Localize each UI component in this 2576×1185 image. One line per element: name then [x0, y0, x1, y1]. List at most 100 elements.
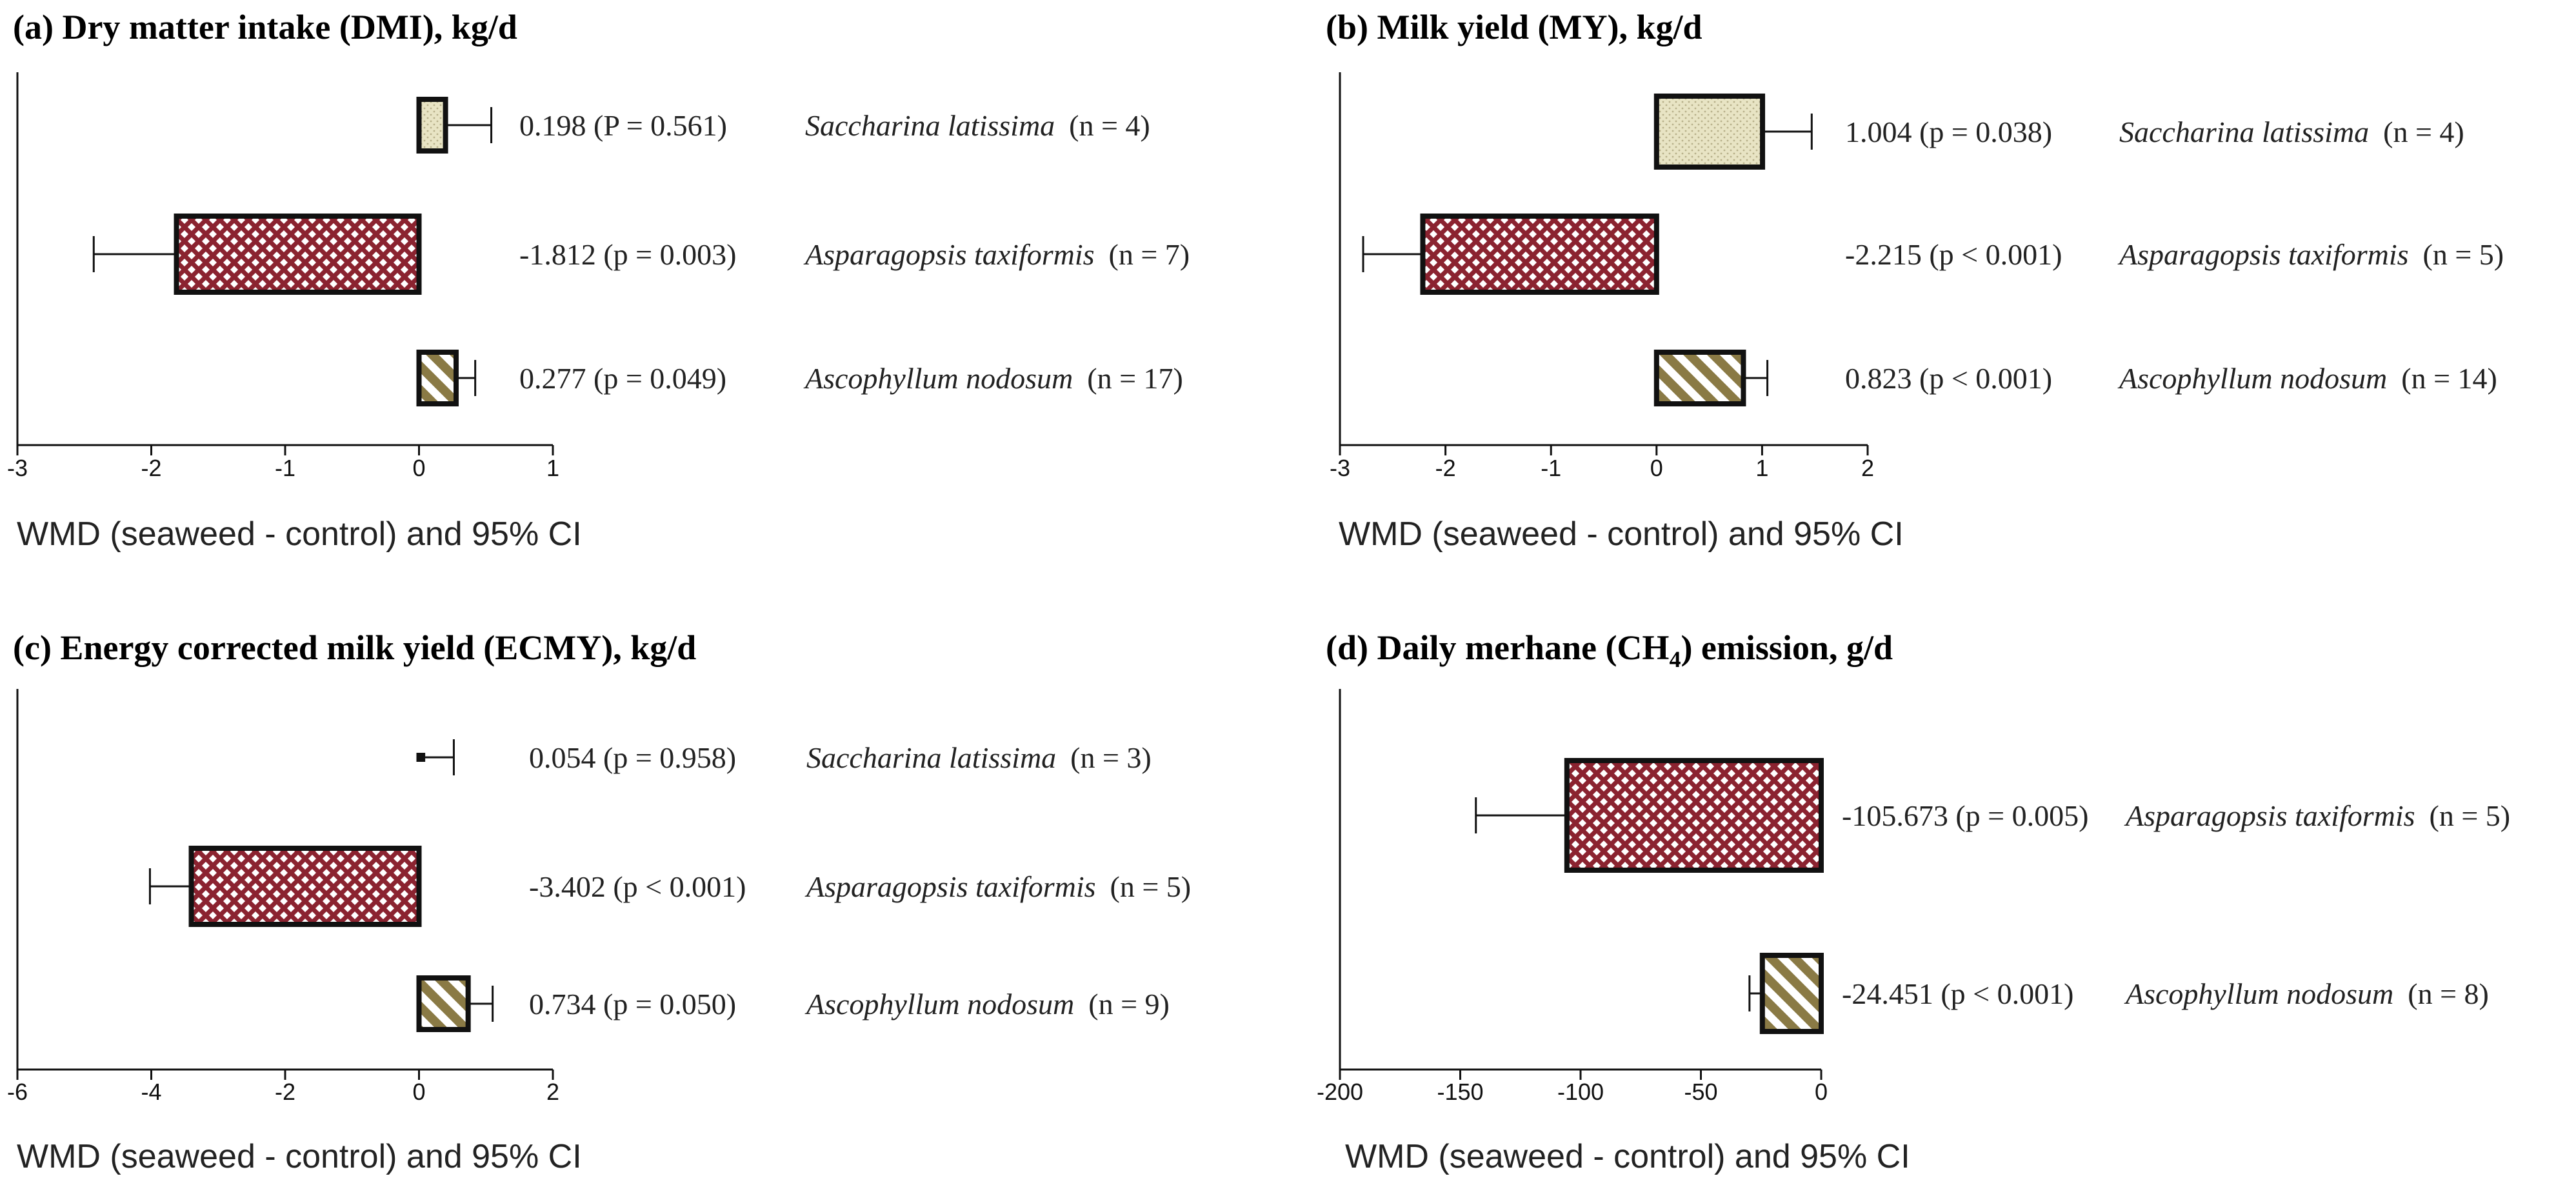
value-annotation: -24.451 (p < 0.001): [1842, 977, 2073, 1010]
bar: [1420, 214, 1659, 295]
sample-size: (n = 4): [1069, 109, 1150, 142]
species-annotation: Saccharina latissima (n = 4): [2119, 115, 2464, 148]
species-name: Saccharina latissima: [806, 741, 1056, 774]
sample-size: (n = 9): [1088, 988, 1170, 1021]
sample-size: (n = 5): [1110, 870, 1192, 903]
species-annotation: Ascophyllum nodosum (n = 14): [2117, 362, 2497, 395]
species-annotation: Saccharina latissima (n = 3): [806, 741, 1152, 774]
sample-size: (n = 5): [2423, 238, 2504, 271]
panel-d: (d) Daily merhane (CH4) emission, g/d -2…: [1317, 628, 2510, 1175]
species-name: Ascophyllum nodosum: [2124, 977, 2393, 1010]
bar-group: 0.054 (p = 0.958) Saccharina latissima (n …: [416, 739, 1152, 775]
bar: [416, 753, 426, 762]
species-name: Asparagopsis taxiformis: [2117, 238, 2409, 271]
sample-size: (n = 17): [1087, 362, 1183, 395]
sample-size: (n = 7): [1109, 238, 1190, 271]
panel-d-title-prefix: (d) Daily merhane (CH: [1326, 628, 1669, 667]
x-ticks: -3 -2 -1 0 1: [7, 445, 559, 481]
x-tick-label: -2: [141, 455, 161, 481]
bar: [416, 975, 471, 1032]
x-tick-label: 0: [412, 1079, 425, 1105]
x-ticks: -6 -4 -2 0 2: [7, 1070, 559, 1105]
panel-a-xlabel: WMD (seaweed - control) and 95% CI: [17, 515, 582, 553]
x-tick-label: -50: [1684, 1079, 1717, 1105]
value-annotation: -3.402 (p < 0.001): [529, 870, 746, 903]
x-tick-label: 0: [1815, 1079, 1828, 1105]
panel-c-title: (c) Energy corrected milk yield (ECMY), …: [13, 628, 696, 667]
bar: [1759, 953, 1824, 1034]
bar: [1653, 94, 1766, 170]
value-annotation: 0.198 (P = 0.561): [519, 109, 727, 142]
panel-b-title: (b) Milk yield (MY), kg/d: [1326, 8, 1702, 46]
value-annotation: -2.215 (p < 0.001): [1845, 238, 2062, 271]
species-annotation: Asparagopsis taxiformis (n = 5): [804, 870, 1191, 903]
panel-c: (c) Energy corrected milk yield (ECMY), …: [7, 628, 1191, 1175]
species-name: Asparagopsis taxiformis: [803, 238, 1095, 271]
bar: [174, 214, 422, 295]
x-tick-label: -3: [7, 455, 28, 481]
x-tick-label: 1: [546, 455, 559, 481]
bar-group: -2.215 (p < 0.001) Asparagopsis taxiformi…: [1362, 214, 2504, 295]
value-annotation: -105.673 (p = 0.005): [1842, 799, 2088, 832]
panel-d-title: (d) Daily merhane (CH4) emission, g/d: [1326, 628, 1893, 672]
x-tick-label: -150: [1437, 1079, 1483, 1105]
species-name: Saccharina latissima: [2119, 115, 2369, 148]
species-annotation: Ascophyllum nodosum (n = 8): [2124, 977, 2489, 1010]
value-annotation: 0.054 (p = 0.958): [529, 741, 736, 774]
x-tick-label: -6: [7, 1079, 28, 1105]
species-name: Ascophyllum nodosum: [803, 362, 1073, 395]
bar-group: 0.823 (p < 0.001) Ascophyllum nodosum (n =…: [1653, 350, 2497, 406]
sample-size: (n = 3): [1070, 741, 1152, 774]
x-tick-label: 2: [546, 1079, 559, 1105]
sample-size: (n = 4): [2383, 115, 2464, 148]
species-annotation: Asparagopsis taxiformis (n = 5): [2117, 238, 2504, 271]
value-annotation: 0.277 (p = 0.049): [519, 362, 726, 395]
value-annotation: -1.812 (p = 0.003): [519, 238, 736, 271]
bar: [416, 97, 448, 154]
x-tick-label: -4: [141, 1079, 161, 1105]
panel-a: (a) Dry matter intake (DMI), kg/d -3 -2 -1…: [7, 8, 1190, 553]
bar-group: -24.451 (p < 0.001) Ascophyllum nodosum (n…: [1748, 953, 2489, 1034]
panel-d-xlabel: WMD (seaweed - control) and 95% CI: [1345, 1138, 1910, 1175]
value-annotation: 1.004 (p = 0.038): [1845, 115, 2052, 148]
x-tick-label: 0: [412, 455, 425, 481]
panel-d-title-sub: 4: [1669, 646, 1681, 672]
x-tick-label: -2: [1435, 455, 1456, 481]
panel-d-title-suffix: ) emission, g/d: [1681, 628, 1893, 667]
panel-b: (b) Milk yield (MY), kg/d -3 -2 -1 0 1 2 1.004…: [1326, 8, 2504, 553]
bar-group: 0.277 (p = 0.049) Ascophyllum nodosum (n =…: [416, 350, 1183, 406]
bar: [1653, 350, 1746, 406]
x-tick-label: -1: [1541, 455, 1561, 481]
species-annotation: Ascophyllum nodosum (n = 17): [803, 362, 1183, 395]
x-tick-label: -1: [275, 455, 295, 481]
bar: [416, 350, 459, 406]
bar-group: 0.198 (P = 0.561) Saccharina latissima (n …: [416, 97, 1150, 154]
species-annotation: Saccharina latissima (n = 4): [805, 109, 1150, 142]
bar-group: -105.673 (p = 0.005) Asparagopsis taxifor…: [1475, 758, 2510, 873]
value-annotation: 0.823 (p < 0.001): [1845, 362, 2052, 395]
panel-c-xlabel: WMD (seaweed - control) and 95% CI: [17, 1138, 582, 1175]
sample-size: (n = 14): [2401, 362, 2497, 395]
x-tick-label: -2: [275, 1079, 295, 1105]
bar-group: -1.812 (p = 0.003) Asparagopsis taxiformi…: [92, 214, 1190, 295]
species-annotation: Asparagopsis taxiformis (n = 5): [2124, 799, 2510, 832]
bar-group: 1.004 (p = 0.038) Saccharina latissima (n …: [1653, 94, 2464, 170]
species-name: Ascophyllum nodosum: [804, 988, 1074, 1021]
sample-size: (n = 8): [2408, 977, 2489, 1010]
species-annotation: Ascophyllum nodosum (n = 9): [804, 988, 1170, 1021]
bar: [188, 846, 422, 927]
species-name: Asparagopsis taxiformis: [2124, 799, 2415, 832]
value-annotation: 0.734 (p = 0.050): [529, 988, 736, 1021]
bar-group: -3.402 (p < 0.001) Asparagopsis taxiformi…: [148, 846, 1191, 927]
x-tick-label: 2: [1861, 455, 1874, 481]
x-tick-label: -200: [1317, 1079, 1363, 1105]
bar-group: 0.734 (p = 0.050) Ascophyllum nodosum (n =…: [416, 975, 1170, 1032]
species-name: Ascophyllum nodosum: [2117, 362, 2387, 395]
x-tick-label: -100: [1557, 1079, 1604, 1105]
bar: [1564, 758, 1824, 873]
x-tick-label: 1: [1755, 455, 1768, 481]
panel-a-title: (a) Dry matter intake (DMI), kg/d: [13, 8, 517, 46]
x-ticks: -200 -150 -100 -50 0: [1317, 1070, 1828, 1105]
sample-size: (n = 5): [2430, 799, 2511, 832]
